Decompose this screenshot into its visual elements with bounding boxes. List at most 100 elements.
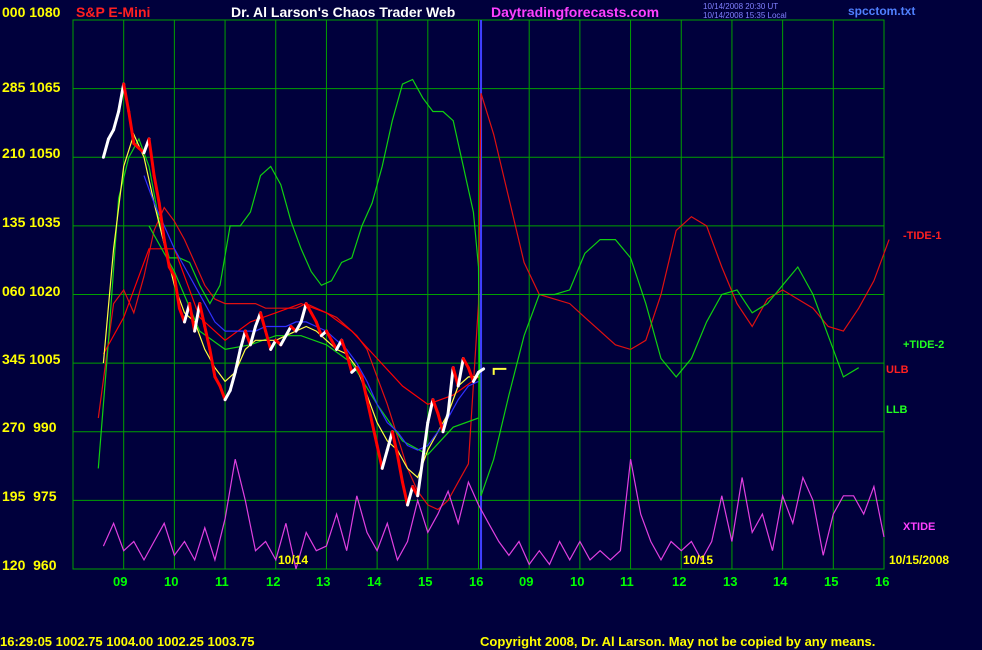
site-link[interactable]: Daytradingforecasts.com xyxy=(491,4,660,20)
x-hour-tick: 16 xyxy=(469,574,484,589)
price-bar xyxy=(421,421,430,461)
price-bar xyxy=(426,398,435,425)
price-bar xyxy=(345,352,354,374)
y-tick-label: 120 960 xyxy=(2,557,57,573)
price-bar xyxy=(233,347,242,374)
price-bar xyxy=(259,311,268,333)
copyright: Copyright 2008, Dr. Al Larson. May not b… xyxy=(480,634,876,649)
price-bar xyxy=(284,325,293,338)
price-bar xyxy=(304,302,313,315)
x-hour-tick: 09 xyxy=(519,574,534,589)
tide1-label: -TIDE-1 xyxy=(903,230,942,242)
x-hour-tick: 09 xyxy=(113,574,128,589)
price-bar xyxy=(218,384,227,402)
price-bar xyxy=(390,430,399,457)
price-bar xyxy=(264,329,273,351)
y-tick-label: 270 990 xyxy=(2,419,57,435)
price-bar xyxy=(188,302,197,333)
price-bar xyxy=(431,398,440,415)
day-label: 10/14 xyxy=(278,553,309,567)
x-hour-tick: 12 xyxy=(266,574,281,589)
price-bar xyxy=(269,338,278,351)
price-bar xyxy=(355,366,364,379)
x-hour-tick: 15 xyxy=(418,574,433,589)
x-hour-tick: 10 xyxy=(570,574,585,589)
x-hour-tick: 16 xyxy=(875,574,890,589)
y-tick-label: 345 1005 xyxy=(2,351,61,367)
instrument-title: S&P E-Mini xyxy=(76,4,151,20)
x-hour-tick: 14 xyxy=(367,574,382,589)
date-label: 10/15/2008 xyxy=(889,553,950,567)
price-bar xyxy=(340,338,349,356)
price-bar xyxy=(238,329,247,351)
price-bar xyxy=(228,370,237,393)
llb-label: LLB xyxy=(886,404,908,416)
y-tick-label: 135 1035 xyxy=(2,214,61,230)
x-hour-tick: 15 xyxy=(824,574,839,589)
tide-1-line xyxy=(97,93,890,511)
day-label: 10/15 xyxy=(683,553,714,567)
price-bar xyxy=(101,137,110,159)
price-bar xyxy=(309,311,318,324)
price-bar xyxy=(147,137,156,178)
y-tick-label: 210 1050 xyxy=(2,145,61,161)
price-bar xyxy=(248,325,257,347)
price-bar xyxy=(436,411,445,434)
price-bar xyxy=(157,201,166,242)
price-bar xyxy=(471,370,480,383)
y-tick-label: 285 1065 xyxy=(2,79,61,95)
last-price-marker xyxy=(492,367,507,375)
x-hour-tick: 11 xyxy=(620,574,634,589)
price-bar xyxy=(122,82,131,113)
price-bar xyxy=(127,110,136,146)
price-bar xyxy=(380,448,389,470)
price-bar xyxy=(477,367,486,374)
price-bar xyxy=(117,82,126,113)
y-tick-label: 000 1080 xyxy=(2,4,61,20)
price-bar xyxy=(314,320,323,338)
xtide-label: XTIDE xyxy=(903,521,936,533)
envelope-line xyxy=(143,175,479,451)
price-bar xyxy=(466,366,475,383)
x-hour-tick: 10 xyxy=(164,574,179,589)
xtide-line xyxy=(102,459,885,570)
x-hour-tick: 12 xyxy=(672,574,687,589)
price-bar xyxy=(456,357,465,388)
price-bar xyxy=(223,389,232,402)
x-hour-tick: 11 xyxy=(215,574,229,589)
price-bar xyxy=(461,357,470,370)
x-hour-tick: 14 xyxy=(773,574,788,589)
price-bar xyxy=(446,366,455,415)
price-bar xyxy=(112,110,121,132)
price-bar xyxy=(365,398,374,425)
timestamp-local: 10/14/2008 15:35 Local xyxy=(703,11,787,20)
price-bar xyxy=(203,325,212,351)
price-bar xyxy=(167,265,176,278)
price-bar xyxy=(208,347,217,379)
price-bar xyxy=(198,302,207,329)
price-bar xyxy=(395,453,404,484)
price-bar xyxy=(193,302,202,333)
price-bar xyxy=(406,485,415,507)
price-bar xyxy=(441,411,450,434)
price-bar xyxy=(106,128,116,141)
price-bar xyxy=(279,334,288,347)
price-bar xyxy=(213,375,222,388)
price-bar xyxy=(162,238,171,269)
x-hour-tick: 13 xyxy=(316,574,331,589)
tide-2-line xyxy=(97,78,860,496)
price-bar xyxy=(324,329,334,342)
price-bar xyxy=(294,320,303,333)
x-hour-tick: 13 xyxy=(723,574,738,589)
price-bar xyxy=(370,421,379,447)
chart-title: Dr. Al Larson's Chaos Trader Web xyxy=(231,4,456,20)
price-bar xyxy=(360,375,369,402)
price-bar xyxy=(375,443,384,470)
y-tick-label: 060 1020 xyxy=(2,283,61,299)
last-quote: 16:29:05 1002.75 1004.00 1002.25 1003.75 xyxy=(0,634,255,649)
ulb-label: ULB xyxy=(886,364,909,376)
tide2-label: +TIDE-2 xyxy=(903,339,945,351)
price-bar xyxy=(299,302,308,324)
